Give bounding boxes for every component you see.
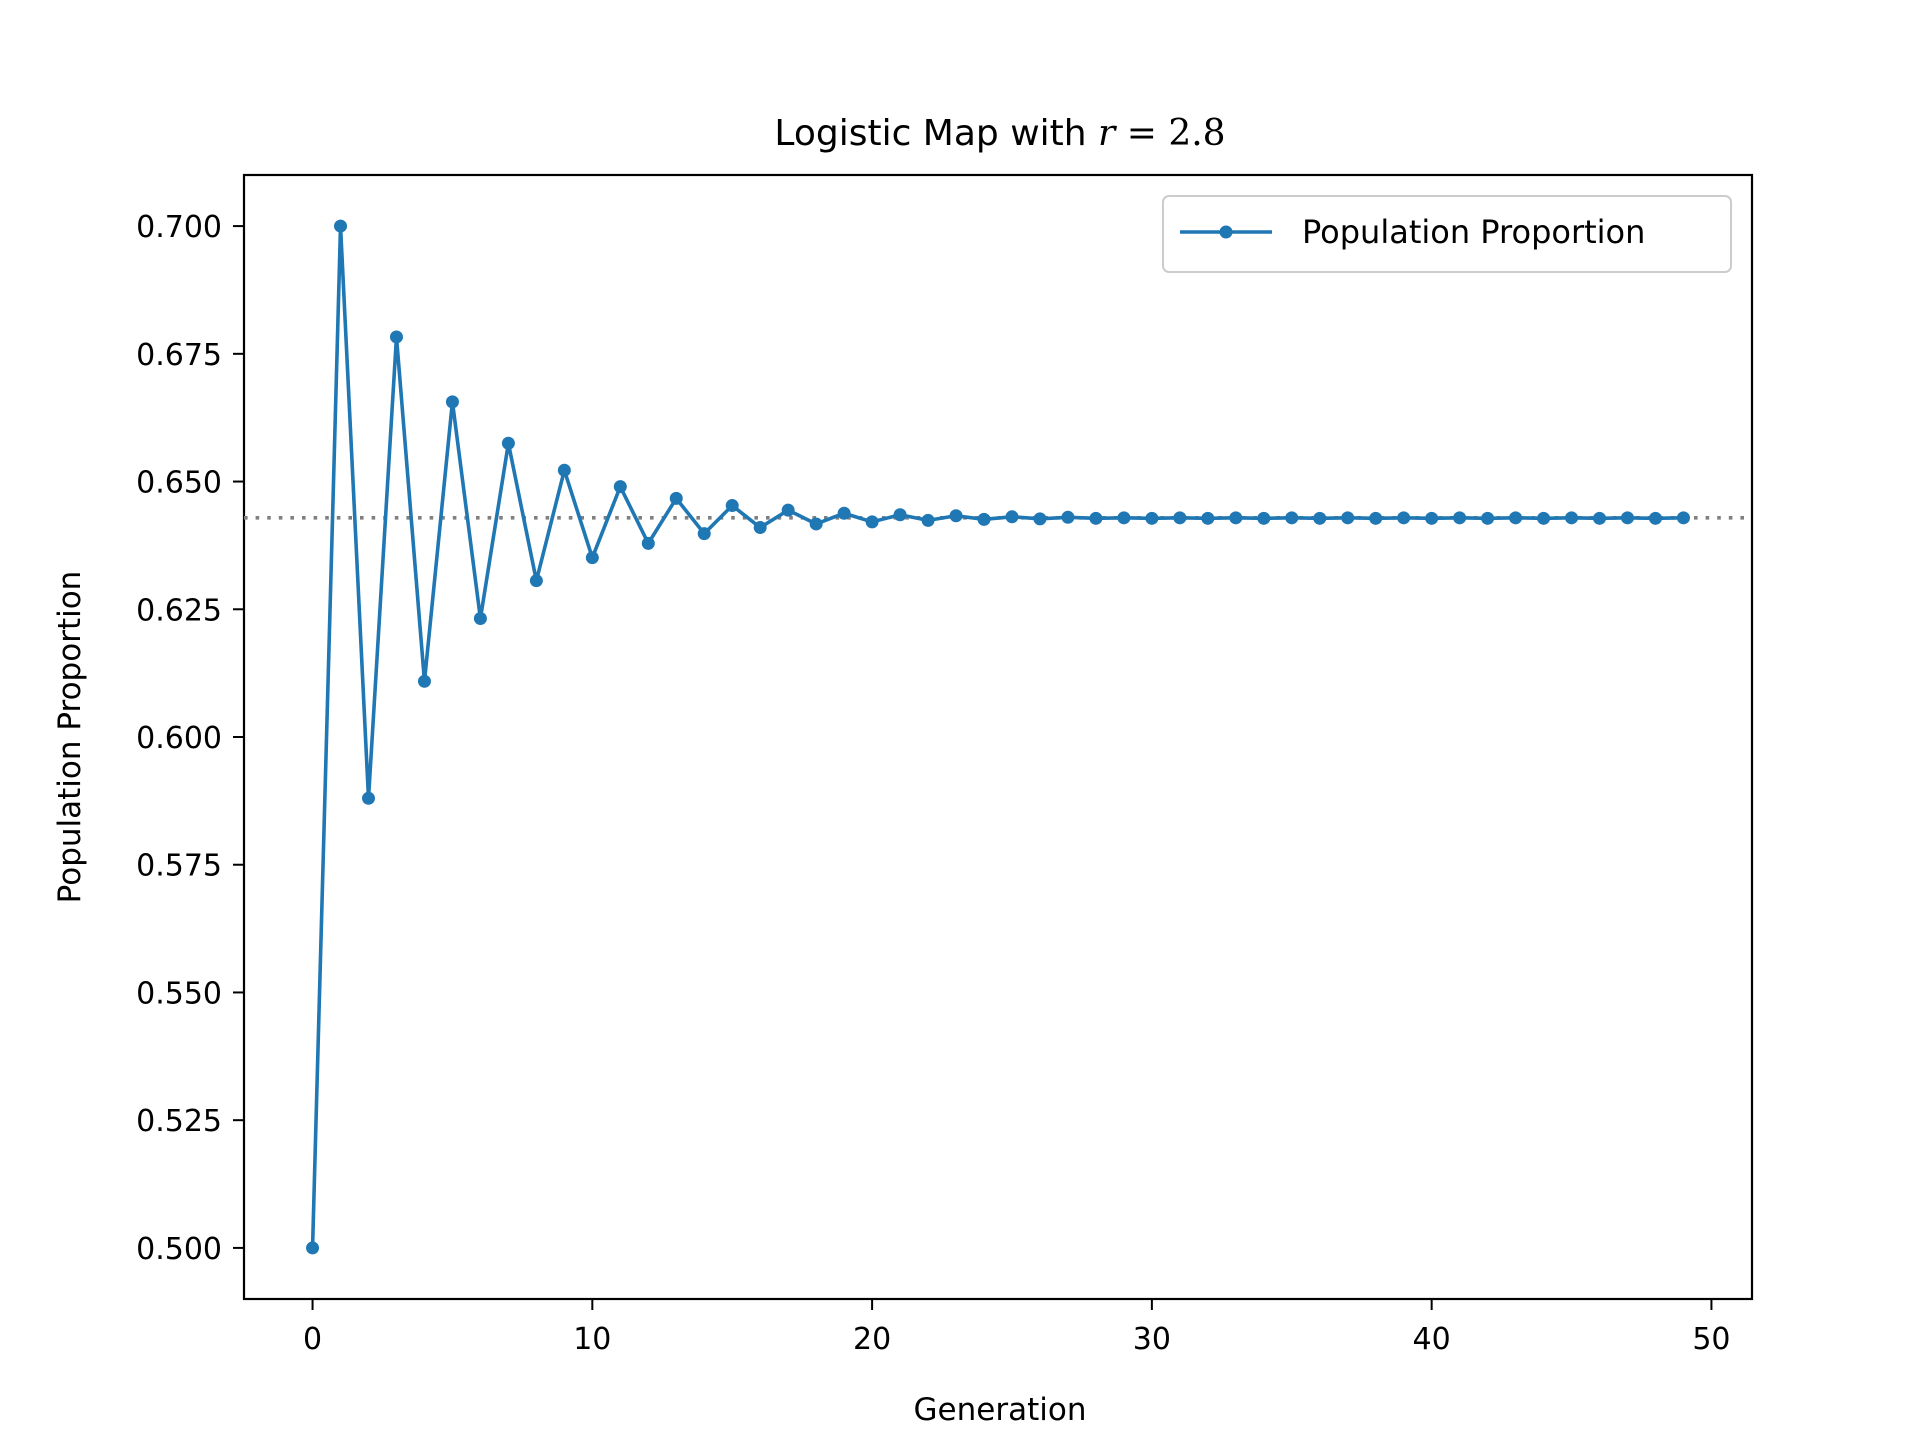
data-point-marker — [1565, 511, 1579, 525]
data-point-marker — [1201, 511, 1215, 525]
chart-title-math-operator: = — [1115, 113, 1168, 154]
data-point-marker — [1313, 511, 1327, 525]
data-point-marker — [1061, 510, 1075, 524]
data-point-marker — [1229, 511, 1243, 525]
data-point-marker — [306, 1241, 320, 1255]
x-tick-label: 30 — [1133, 1322, 1171, 1357]
x-axis-label: Generation — [914, 1392, 1087, 1428]
data-point-marker — [1537, 511, 1551, 525]
data-point-marker — [529, 574, 543, 588]
y-tick-label: 0.675 — [136, 338, 222, 373]
y-tick-label: 0.575 — [136, 849, 222, 884]
data-point-marker — [1425, 511, 1439, 525]
x-axis-ticks: 0 10 20 30 40 50 — [303, 1299, 1731, 1357]
x-tick-label: 20 — [853, 1322, 891, 1357]
chart-title: Logistic Map with r = 2.8 — [774, 113, 1225, 154]
y-tick-label: 0.700 — [136, 210, 222, 245]
y-tick-label: 0.525 — [136, 1104, 222, 1139]
data-point-marker — [1005, 510, 1019, 524]
x-tick-label: 0 — [303, 1322, 322, 1357]
legend-series-label: Population Proportion — [1302, 213, 1645, 251]
chart-title-math-variable: r — [1098, 113, 1117, 154]
data-point-marker — [1089, 511, 1103, 525]
data-point-marker — [557, 463, 571, 477]
data-point-marker — [865, 515, 879, 529]
data-point-marker — [725, 499, 739, 513]
data-point-marker — [697, 527, 711, 541]
data-point-marker — [417, 674, 431, 688]
y-tick-label: 0.625 — [136, 593, 222, 628]
chart-title-prefix: Logistic Map with — [774, 113, 1098, 154]
data-point-marker — [1145, 511, 1159, 525]
chart-title-math-value: 2.8 — [1168, 113, 1225, 154]
data-point-marker — [1620, 511, 1634, 525]
data-point-marker — [501, 436, 515, 450]
data-point-marker — [445, 395, 459, 409]
data-point-marker — [809, 517, 823, 531]
y-tick-label: 0.650 — [136, 466, 222, 501]
data-point-marker — [1033, 512, 1047, 526]
data-point-marker — [669, 491, 683, 505]
data-point-marker — [921, 513, 935, 527]
data-point-marker — [1481, 511, 1495, 525]
data-point-marker — [1285, 511, 1299, 525]
data-point-marker — [362, 791, 376, 805]
legend: Population Proportion — [1162, 195, 1732, 273]
data-point-marker — [1397, 511, 1411, 525]
x-tick-label: 40 — [1413, 1322, 1451, 1357]
data-point-marker — [1257, 511, 1271, 525]
x-tick-label: 50 — [1692, 1322, 1730, 1357]
data-point-marker — [837, 506, 851, 520]
data-point-marker — [1117, 511, 1131, 525]
data-point-marker — [389, 330, 403, 344]
data-point-marker — [753, 521, 767, 535]
y-axis-ticks: 0.500 0.525 0.550 0.575 0.600 0.625 0.650 0.675… — [136, 210, 244, 1267]
data-point-marker — [334, 219, 348, 233]
legend-box — [1162, 195, 1732, 273]
data-point-marker — [1593, 511, 1607, 525]
data-point-marker — [949, 509, 963, 523]
data-point-marker — [1509, 511, 1523, 525]
y-axis-label: Population Proportion — [52, 571, 88, 904]
data-point-marker — [1648, 511, 1662, 525]
data-point-marker — [585, 551, 599, 565]
y-tick-label: 0.550 — [136, 976, 222, 1011]
data-point-marker — [781, 503, 795, 517]
data-point-marker — [1341, 511, 1355, 525]
data-point-marker — [473, 611, 487, 625]
data-point-marker — [641, 536, 655, 550]
data-point-marker — [1676, 511, 1690, 525]
data-point-marker — [1453, 511, 1467, 525]
y-tick-label: 0.600 — [136, 721, 222, 756]
data-point-marker — [893, 508, 907, 522]
population-proportion-series-markers — [306, 219, 1690, 1255]
y-tick-label: 0.500 — [136, 1232, 222, 1267]
x-tick-label: 10 — [573, 1322, 611, 1357]
legend-series-swatch-marker — [1219, 225, 1233, 239]
data-point-marker — [613, 480, 627, 494]
data-point-marker — [1369, 511, 1383, 525]
data-point-marker — [1173, 511, 1187, 525]
data-point-marker — [977, 512, 991, 526]
